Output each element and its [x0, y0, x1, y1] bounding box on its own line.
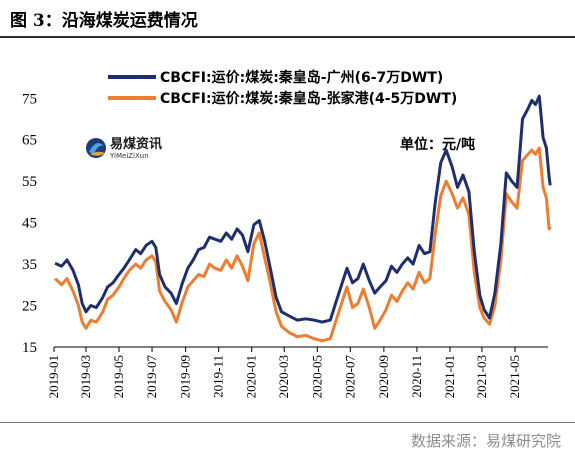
- legend-label-zhangjiagang: CBCFI:运价:煤炭:秦皇岛-张家港(4-5万DWT): [160, 90, 457, 107]
- y-tick-label: 65: [22, 133, 37, 149]
- x-tick-label: 2020-03: [276, 355, 291, 398]
- chart-legend: CBCFI:运价:煤炭:秦皇岛-广州(6-7万DWT) CBCFI:运价:煤炭:…: [108, 69, 457, 107]
- y-tick-label: 45: [22, 216, 37, 232]
- x-tick-label: 2019-03: [78, 355, 93, 398]
- x-tick-label: 2020-11: [409, 355, 424, 398]
- logo-name: 易煤资讯: [110, 136, 162, 152]
- legend-label-guangzhou: CBCFI:运价:煤炭:秦皇岛-广州(6-7万DWT): [160, 69, 443, 86]
- yimei-logo-icon: [86, 138, 106, 158]
- x-tick-label: 2019-01: [46, 355, 61, 398]
- bottom-divider: [0, 422, 575, 423]
- series-line-0: [54, 94, 552, 324]
- y-tick-label: 15: [22, 340, 37, 356]
- y-tick-label: 25: [22, 299, 37, 315]
- y-tick-label: 75: [22, 91, 37, 107]
- x-tick-label: 2020-01: [244, 355, 259, 398]
- x-tick-label: 2019-11: [211, 355, 226, 398]
- x-tick-label: 2019-05: [111, 355, 126, 398]
- x-tick-label: 2020-05: [309, 355, 324, 398]
- y-tick-label: 35: [22, 257, 37, 273]
- chart-lines: [54, 94, 552, 343]
- x-tick-label: 2021-01: [442, 355, 457, 398]
- x-tick-label: 2021-03: [474, 355, 489, 398]
- unit-label: 单位：元/吨: [400, 136, 475, 153]
- x-tick-label: 2019-09: [178, 355, 193, 398]
- figure-title: 图 3：沿海煤炭运费情况: [10, 11, 198, 31]
- top-divider: [0, 36, 575, 38]
- x-tick-label: 2021-05: [507, 355, 522, 398]
- y-tick-label: 55: [22, 174, 37, 190]
- x-tick-label: 2020-07: [342, 355, 357, 399]
- x-tick-label: 2019-07: [144, 355, 159, 399]
- x-tick-label: 2020-09: [376, 355, 391, 398]
- logo-subtitle: YiMeiZiXun: [109, 152, 149, 160]
- data-source: 数据来源：易煤研究院: [410, 432, 561, 450]
- chart-axes: 15 25 35 45 55 65 75 2019-01 2019-03 2019-05 2019-…: [22, 91, 548, 398]
- series-line-1: [54, 146, 552, 343]
